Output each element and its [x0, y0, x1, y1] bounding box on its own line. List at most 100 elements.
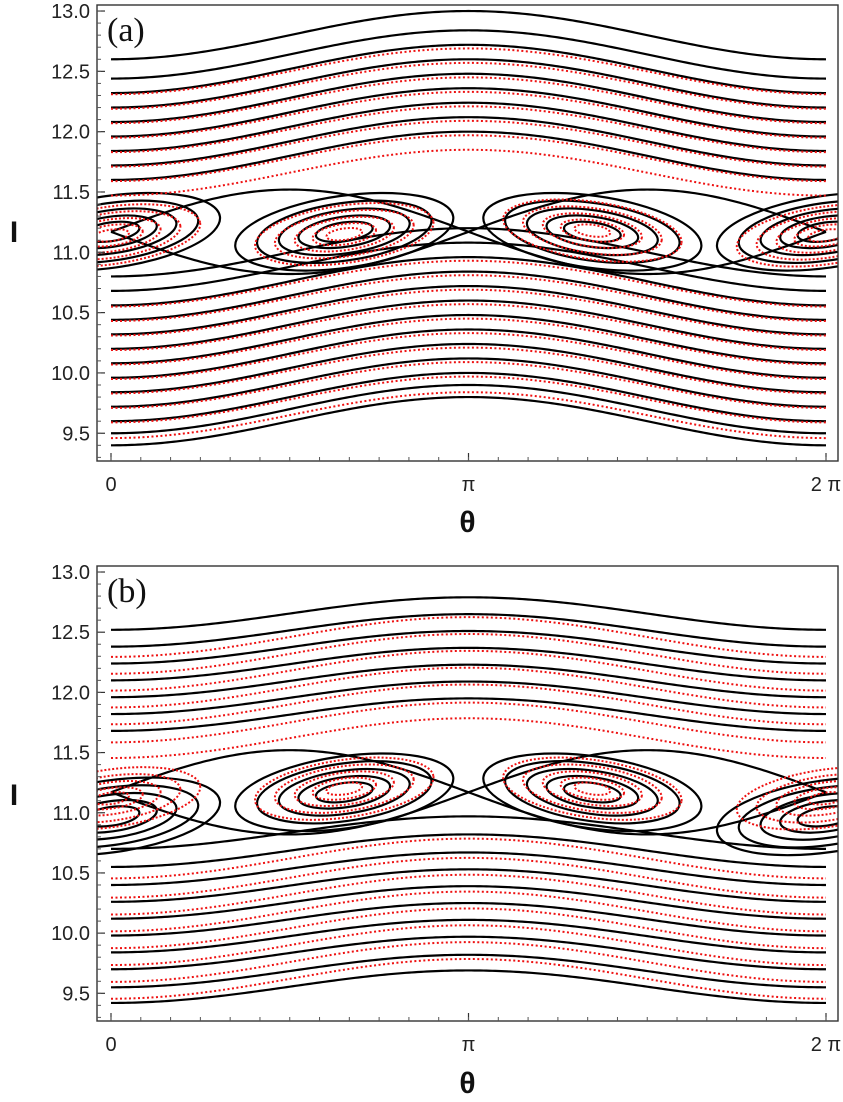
island-contour [97, 791, 178, 841]
y-tick-label: 12.0 [51, 122, 90, 144]
orbit-points [110, 76, 827, 125]
island-contour [715, 776, 838, 857]
contour-curve [110, 613, 827, 648]
contour-curve [111, 868, 826, 903]
island-contour [525, 207, 659, 257]
y-tick-label: 10.0 [51, 363, 90, 385]
contour-curve [110, 101, 827, 153]
island-orbit [97, 766, 202, 831]
contour-curve [110, 815, 827, 850]
contour-curve [110, 313, 827, 365]
orbit-points [111, 105, 826, 154]
orbit-points [111, 346, 826, 395]
contour-curve [110, 270, 827, 321]
orbit-points [110, 683, 827, 726]
island-contour [525, 767, 659, 817]
panel-b: 9.5 10.0 10.5 11.0 11.5 12.0 12.5 13.0 0 π 2 π θ I (b… [10, 562, 841, 1100]
island-orbit [311, 776, 378, 801]
separatrix [110, 749, 827, 836]
x-tick-label: π [462, 474, 476, 496]
orbit-points [110, 47, 827, 96]
y-tick-label: 12.0 [51, 682, 90, 704]
contour-curve [110, 680, 827, 716]
island-orbit [541, 770, 643, 807]
y-tick-label: 10.5 [51, 303, 90, 325]
island-orbit [325, 226, 364, 242]
island-contour [796, 220, 838, 243]
island-contour [97, 207, 178, 257]
island-orbit [502, 198, 683, 263]
contour-curve [111, 43, 826, 95]
island-orbit [97, 210, 182, 261]
island-orbit [273, 208, 415, 260]
contour-curve [110, 29, 827, 80]
orbit-points [110, 924, 827, 967]
x-tick-label: π [462, 1034, 476, 1056]
contour-curve [110, 87, 827, 138]
orbit-points [110, 837, 827, 880]
island-orbit [293, 215, 395, 253]
island-orbit [521, 205, 663, 256]
island-contour [314, 220, 374, 243]
orbit-points [110, 717, 827, 759]
y-tick-label: 11.0 [53, 242, 90, 264]
plot-area [97, 9, 838, 447]
island-orbit [325, 781, 364, 796]
contour-curve [111, 851, 826, 887]
island-orbit [97, 203, 202, 268]
contour-curve [111, 284, 826, 336]
island-contour [504, 199, 681, 264]
contour-curve [110, 227, 827, 278]
y-tick-label: 11.5 [53, 182, 90, 204]
island-contour [545, 774, 640, 810]
y-tick-label: 13.0 [51, 562, 90, 584]
island-orbit [273, 763, 415, 814]
contour-curve [110, 72, 827, 124]
island-contour [297, 774, 392, 810]
contour-curve [111, 935, 826, 971]
island-contour [97, 805, 141, 828]
island-orbit [97, 791, 130, 806]
island-contour [737, 784, 838, 849]
island-orbit [97, 773, 182, 824]
orbit-points [110, 361, 827, 409]
island-contour [779, 798, 838, 834]
orbit-points [110, 616, 827, 658]
contour-curve [110, 256, 827, 307]
island-orbit [775, 780, 838, 817]
island-orbit [573, 223, 612, 238]
island-contour [234, 191, 455, 272]
orbit-points [110, 90, 827, 139]
contour-curve [111, 241, 826, 292]
island-contour [97, 776, 222, 857]
y-axis-title: I [10, 216, 18, 249]
contour-curve [110, 299, 827, 350]
contour-curve [110, 9, 827, 61]
separatrix [110, 188, 827, 276]
contour-curve [110, 901, 827, 937]
island-orbit [735, 203, 838, 268]
island-orbit [755, 773, 838, 824]
island-orbit [97, 223, 144, 248]
island-contour [277, 767, 411, 817]
orbit-points [111, 873, 826, 916]
orbit-points [110, 633, 827, 675]
contour-curve [110, 596, 827, 631]
island-orbit [573, 781, 612, 796]
panel-a: 9.5 10.0 10.5 11.0 11.5 12.0 12.5 13.0 0 π 2 π θ I (a… [10, 1, 841, 539]
orbit-points [110, 259, 827, 308]
orbit-points [110, 958, 827, 1000]
island-orbit [97, 786, 144, 811]
x-tick-label: 2 π [811, 474, 841, 496]
y-tick-label: 12.5 [51, 61, 90, 83]
contour-curve [111, 116, 826, 167]
y-axis-title: I [10, 779, 18, 812]
island-orbit [254, 202, 435, 267]
contour-curve [110, 130, 827, 182]
y-tick-label: 11.5 [53, 743, 90, 765]
island-contour [234, 752, 455, 833]
panel-label: (a) [107, 12, 145, 49]
island-orbit [559, 776, 626, 801]
island-contour [737, 199, 838, 264]
